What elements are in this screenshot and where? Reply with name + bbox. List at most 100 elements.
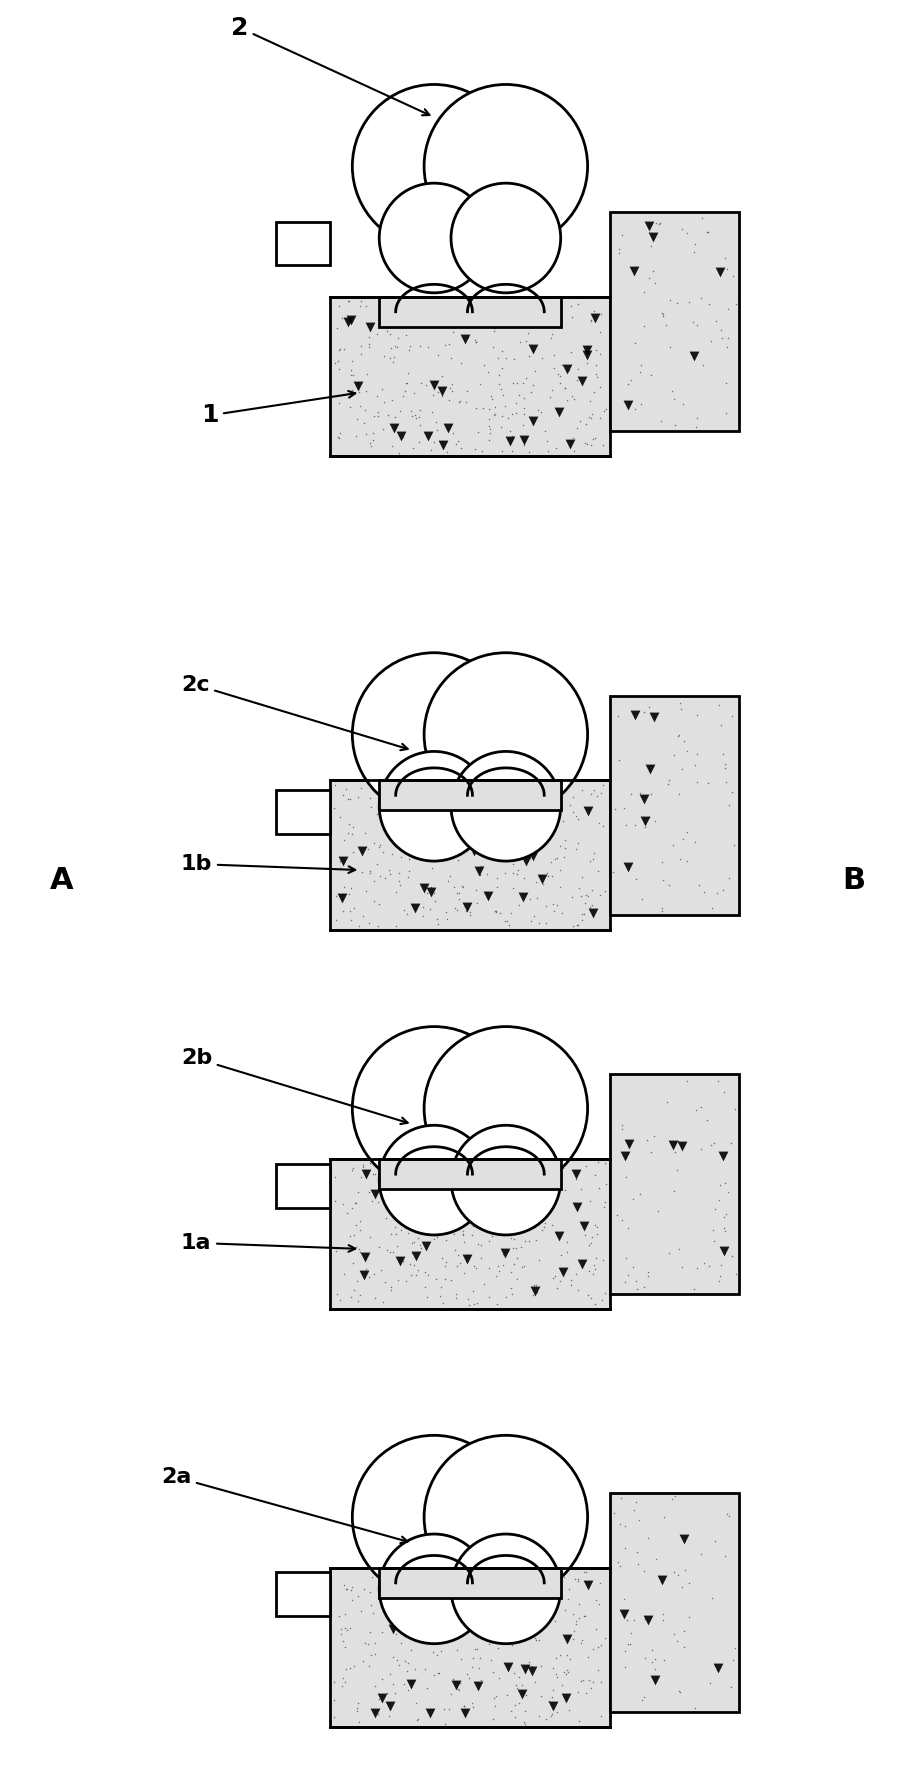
Point [484, 1538, 498, 1566]
Point [493, 1198, 507, 1226]
Point [656, 1502, 670, 1531]
Point [419, 797, 434, 826]
Point [439, 1584, 454, 1613]
Point [416, 1162, 431, 1191]
Point [505, 796, 519, 824]
Point [386, 1177, 401, 1205]
Point [408, 182, 423, 210]
Point [537, 1600, 551, 1629]
Point [411, 1529, 425, 1558]
Point [493, 130, 507, 158]
Point [464, 117, 478, 146]
Point [446, 756, 461, 785]
Point [443, 1549, 457, 1577]
Point [469, 217, 484, 246]
Point [435, 253, 450, 281]
Point [386, 821, 401, 849]
Point [433, 206, 447, 235]
Point [536, 249, 550, 278]
Point [488, 751, 503, 780]
Point [532, 233, 547, 262]
Point [490, 206, 505, 235]
Point [519, 1591, 534, 1620]
Point [435, 1593, 450, 1622]
Point [486, 1123, 500, 1152]
Point [450, 265, 465, 294]
Point [547, 1157, 561, 1185]
Point [369, 383, 384, 411]
Point [493, 121, 507, 150]
Point [487, 796, 502, 824]
Point [402, 1175, 416, 1203]
Point [423, 189, 437, 217]
Point [444, 1595, 458, 1623]
Point [533, 1590, 548, 1618]
Point [528, 806, 543, 835]
Point [427, 1476, 442, 1504]
Point [452, 1565, 466, 1593]
Point [406, 790, 421, 819]
Point [530, 1531, 545, 1559]
Point [522, 237, 537, 265]
Point [435, 1169, 450, 1198]
Point [404, 1470, 419, 1499]
Point [498, 1184, 513, 1212]
Point [526, 762, 540, 790]
Point [563, 694, 578, 723]
Point [370, 400, 384, 429]
Point [476, 146, 490, 174]
Point [426, 196, 441, 224]
Point [454, 1568, 468, 1597]
Point [403, 1209, 417, 1237]
Point [685, 308, 700, 336]
Point [419, 1614, 434, 1643]
Point [566, 1616, 580, 1645]
Point [466, 137, 480, 166]
Point [538, 173, 553, 201]
Point [460, 751, 475, 780]
Point [529, 194, 544, 222]
Point [551, 696, 566, 724]
Point [433, 1185, 447, 1214]
Point [455, 740, 469, 769]
Point [462, 792, 476, 821]
Point [511, 829, 526, 858]
Point [472, 776, 486, 805]
Point [477, 262, 492, 290]
Point [565, 797, 579, 826]
Point [445, 376, 459, 404]
Point [336, 335, 351, 363]
Point [503, 1202, 517, 1230]
Point [505, 1582, 519, 1611]
Point [592, 317, 607, 345]
Point [384, 231, 398, 260]
Point [412, 219, 426, 247]
Point [509, 664, 524, 692]
Point [490, 1568, 505, 1597]
Point [425, 1068, 439, 1096]
Point [500, 1545, 515, 1574]
Point [454, 1205, 468, 1234]
Point [487, 897, 502, 926]
Point [497, 1182, 512, 1210]
Point [396, 214, 411, 242]
Point [466, 167, 481, 196]
Point [712, 1171, 727, 1200]
Point [439, 164, 454, 192]
Point [457, 240, 472, 269]
Point [505, 1584, 519, 1613]
Point [580, 796, 595, 824]
Point [379, 141, 394, 169]
Point [343, 361, 358, 390]
Point [429, 1130, 444, 1159]
Point [542, 1499, 557, 1527]
Point [453, 1584, 467, 1613]
Point [507, 107, 521, 135]
Point [335, 1664, 350, 1693]
Point [466, 1289, 481, 1317]
Point [537, 785, 552, 813]
Point [371, 1549, 385, 1577]
Point [465, 1468, 479, 1497]
Point [556, 723, 570, 751]
Point [487, 684, 502, 712]
